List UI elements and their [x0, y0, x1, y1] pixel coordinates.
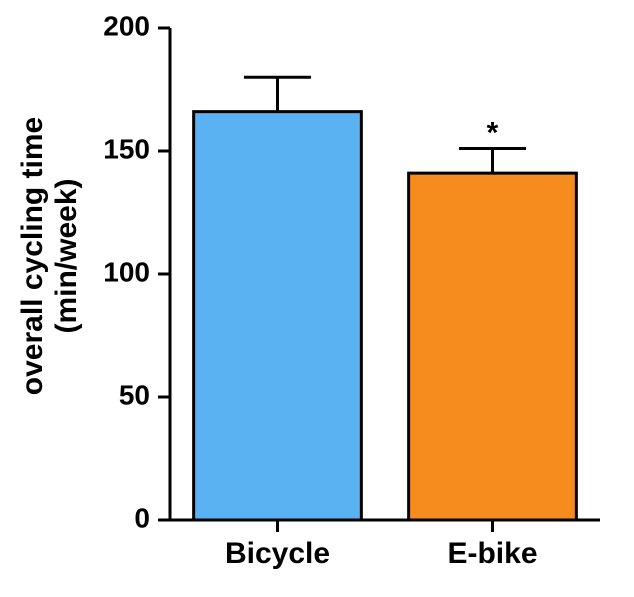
significance-marker: * — [487, 117, 499, 150]
y-tick-label: 100 — [103, 256, 150, 287]
y-tick-label: 150 — [103, 133, 150, 164]
y-tick-label: 200 — [103, 10, 150, 41]
y-axis-title-line2: (min/week) — [50, 178, 83, 333]
y-tick-label: 0 — [134, 502, 150, 533]
x-category-label: E-bike — [447, 537, 537, 570]
y-axis-title-line1: overall cycling time — [16, 117, 49, 395]
y-tick-label: 50 — [119, 379, 150, 410]
bar-bicycle — [194, 112, 362, 520]
cycling-time-bar-chart: 0 50 100 150 200 overall cycling time(min/wee… — [0, 0, 634, 597]
x-category-label: Bicycle — [225, 537, 330, 570]
bar-e-bike — [409, 173, 577, 520]
